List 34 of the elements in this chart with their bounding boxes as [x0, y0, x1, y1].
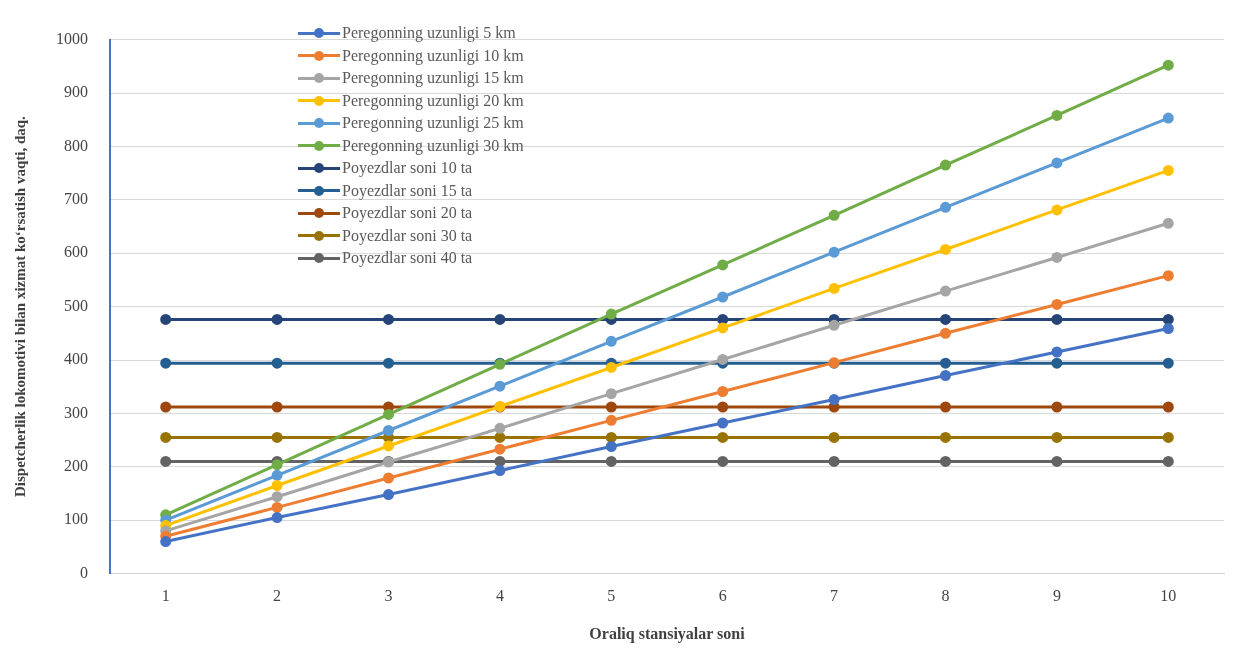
x-tick-label: 9	[1052, 587, 1061, 605]
y-tick-label: 300	[64, 403, 88, 421]
legend-label: Peregonning uzunligi 20 km	[342, 90, 524, 112]
x-tick-label: 7	[830, 587, 839, 605]
y-tick-label: 200	[64, 457, 88, 474]
legend-label: Peregonning uzunligi 25 km	[342, 113, 524, 134]
legend-label: Poyezdlar soni 40 ta	[342, 248, 473, 269]
x-tick-label: 5	[607, 587, 616, 605]
x-tick-label: 2	[273, 587, 282, 605]
y-tick-label: 500	[64, 296, 88, 314]
y-axis-title: Dispetcherlik lokomotivi bilan xizmat ko‘rsatish vaqti, daq.	[11, 115, 28, 498]
y-tick-label: 1000	[56, 29, 88, 47]
x-tick-label: 8	[941, 587, 950, 605]
y-tick-label: 400	[64, 350, 88, 368]
y-tick-label: 0	[80, 563, 88, 581]
y-tick-label: 900	[64, 83, 88, 101]
legend-label: Peregonning uzunligi 5 km	[342, 23, 516, 44]
legend-label: Peregonning uzunligi 15 km	[342, 68, 524, 89]
legend-label: Poyezdlar soni 20 ta	[342, 203, 473, 224]
y-tick-label: 700	[64, 190, 88, 207]
x-tick-label: 6	[718, 587, 727, 605]
legend-label: Peregonning uzunligi 10 km	[342, 45, 524, 67]
legend-label: Poyezdlar soni 10 ta	[342, 158, 473, 179]
y-tick-label: 100	[64, 510, 88, 528]
x-tick-label: 3	[384, 587, 393, 605]
legend-label: Poyezdlar soni 15 ta	[342, 180, 473, 202]
legend-label: Poyezdlar soni 30 ta	[342, 225, 473, 247]
legend-label: Peregonning uzunligi 30 km	[342, 135, 524, 157]
x-tick-label: 1	[161, 587, 170, 605]
y-tick-label: 800	[64, 136, 88, 154]
x-tick-label: 10	[1160, 587, 1177, 605]
x-tick-label: 4	[495, 587, 504, 605]
x-axis-title: Oraliq stansiyalar soni	[589, 624, 746, 643]
y-tick-label: 600	[64, 243, 88, 261]
